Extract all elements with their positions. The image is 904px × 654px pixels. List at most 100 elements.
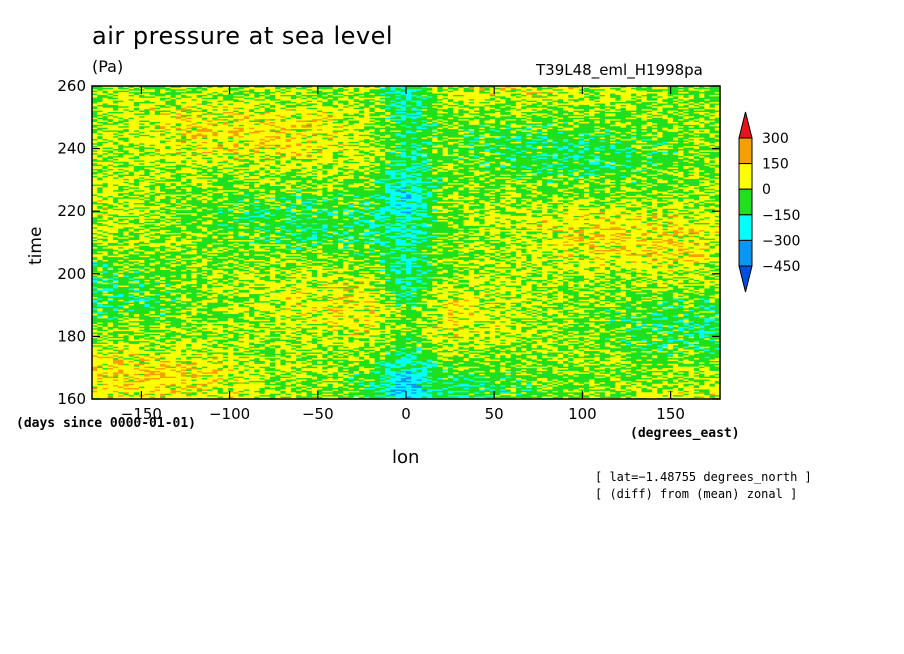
heatmap-cell	[364, 356, 370, 358]
heatmap-cell	[636, 362, 642, 364]
heatmap-cell	[312, 383, 318, 385]
heatmap-cell	[322, 388, 328, 390]
heatmap-cell	[652, 358, 658, 360]
heatmap-cell	[579, 392, 585, 394]
heatmap-cell	[108, 389, 114, 391]
heatmap-cell	[516, 386, 522, 388]
heatmap-cell	[516, 369, 522, 371]
heatmap-cell	[657, 361, 663, 363]
heatmap-cell	[218, 398, 224, 400]
heatmap-cell	[275, 351, 281, 353]
heatmap-cell	[233, 362, 239, 364]
heatmap-cell	[500, 383, 506, 385]
heatmap-cell	[92, 351, 98, 353]
heatmap-cell	[553, 382, 559, 384]
heatmap-cell	[207, 369, 213, 371]
heatmap-cell	[291, 390, 297, 392]
heatmap-cell	[291, 393, 297, 395]
heatmap-cell	[197, 352, 203, 354]
heatmap-cell	[427, 392, 433, 394]
heatmap-cell	[427, 355, 433, 357]
heatmap-cell	[605, 353, 611, 355]
heatmap-cell	[317, 386, 323, 388]
heatmap-cell	[113, 375, 119, 377]
heatmap-cell	[338, 366, 344, 368]
heatmap-cell	[139, 365, 145, 367]
heatmap-cell	[249, 352, 255, 354]
heatmap-cell	[479, 373, 485, 375]
heatmap-cell	[631, 390, 637, 392]
heatmap-cell	[636, 353, 642, 355]
heatmap-cell	[558, 376, 564, 378]
heatmap-cell	[102, 358, 108, 360]
heatmap-cell	[662, 382, 668, 384]
heatmap-cell	[516, 371, 522, 373]
heatmap-cell	[123, 371, 129, 373]
heatmap-cell	[197, 358, 203, 360]
heatmap-cell	[369, 398, 375, 400]
heatmap-cell	[307, 363, 313, 365]
heatmap-cell	[390, 371, 396, 373]
heatmap-cell	[233, 373, 239, 375]
heatmap-cell	[259, 355, 265, 357]
heatmap-cell	[343, 395, 349, 397]
heatmap-cell	[369, 382, 375, 384]
heatmap-cell	[233, 376, 239, 378]
heatmap-cell	[490, 398, 496, 400]
heatmap-cell	[328, 366, 334, 368]
heatmap-cell	[113, 366, 119, 368]
heatmap-cell	[469, 382, 475, 384]
heatmap-cell	[212, 398, 218, 400]
heatmap-cell	[458, 359, 464, 361]
heatmap-cell	[333, 373, 339, 375]
note-diff: [ (diff) from (mean) zonal ]	[595, 487, 797, 501]
heatmap-cell	[642, 381, 648, 383]
heatmap-cell	[652, 390, 658, 392]
heatmap-cell	[657, 356, 663, 358]
heatmap-cell	[406, 371, 412, 373]
heatmap-cell	[296, 352, 302, 354]
heatmap-cell	[312, 373, 318, 375]
heatmap-cell	[97, 356, 103, 358]
heatmap-cell	[207, 398, 213, 400]
heatmap-cell	[647, 389, 653, 391]
heatmap-cell	[427, 369, 433, 371]
heatmap-cell	[301, 386, 307, 388]
heatmap-cell	[710, 389, 716, 391]
heatmap-cell	[113, 359, 119, 361]
heatmap-cell	[568, 390, 574, 392]
heatmap-cell	[657, 352, 663, 354]
heatmap-cell	[150, 395, 156, 397]
heatmap-cell	[328, 386, 334, 388]
heatmap-cell	[301, 381, 307, 383]
heatmap-cell	[500, 359, 506, 361]
heatmap-cell	[113, 353, 119, 355]
heatmap-cell	[579, 366, 585, 368]
heatmap-cell	[511, 363, 517, 365]
heatmap-cell	[307, 368, 313, 370]
heatmap-cell	[165, 368, 171, 370]
heatmap-cell	[239, 356, 245, 358]
heatmap-cell	[171, 381, 177, 383]
heatmap-cell	[364, 386, 370, 388]
heatmap-cell	[500, 368, 506, 370]
heatmap-cell	[259, 351, 265, 353]
heatmap-cell	[129, 376, 135, 378]
heatmap-cell	[150, 359, 156, 361]
heatmap-cell	[568, 378, 574, 380]
heatmap-cell	[118, 382, 124, 384]
heatmap-cell	[579, 363, 585, 365]
heatmap-cell	[307, 388, 313, 390]
heatmap-cell	[427, 385, 433, 387]
heatmap-cell	[715, 375, 721, 377]
heatmap-cell	[212, 375, 218, 377]
heatmap-cell	[160, 381, 166, 383]
heatmap-cell	[102, 379, 108, 381]
heatmap-cell	[223, 362, 229, 364]
heatmap-cell	[594, 359, 600, 361]
heatmap-cell	[485, 389, 491, 391]
heatmap-cell	[647, 359, 653, 361]
heatmap-cell	[453, 362, 459, 364]
heatmap-cell	[380, 365, 386, 367]
heatmap-cell	[605, 369, 611, 371]
